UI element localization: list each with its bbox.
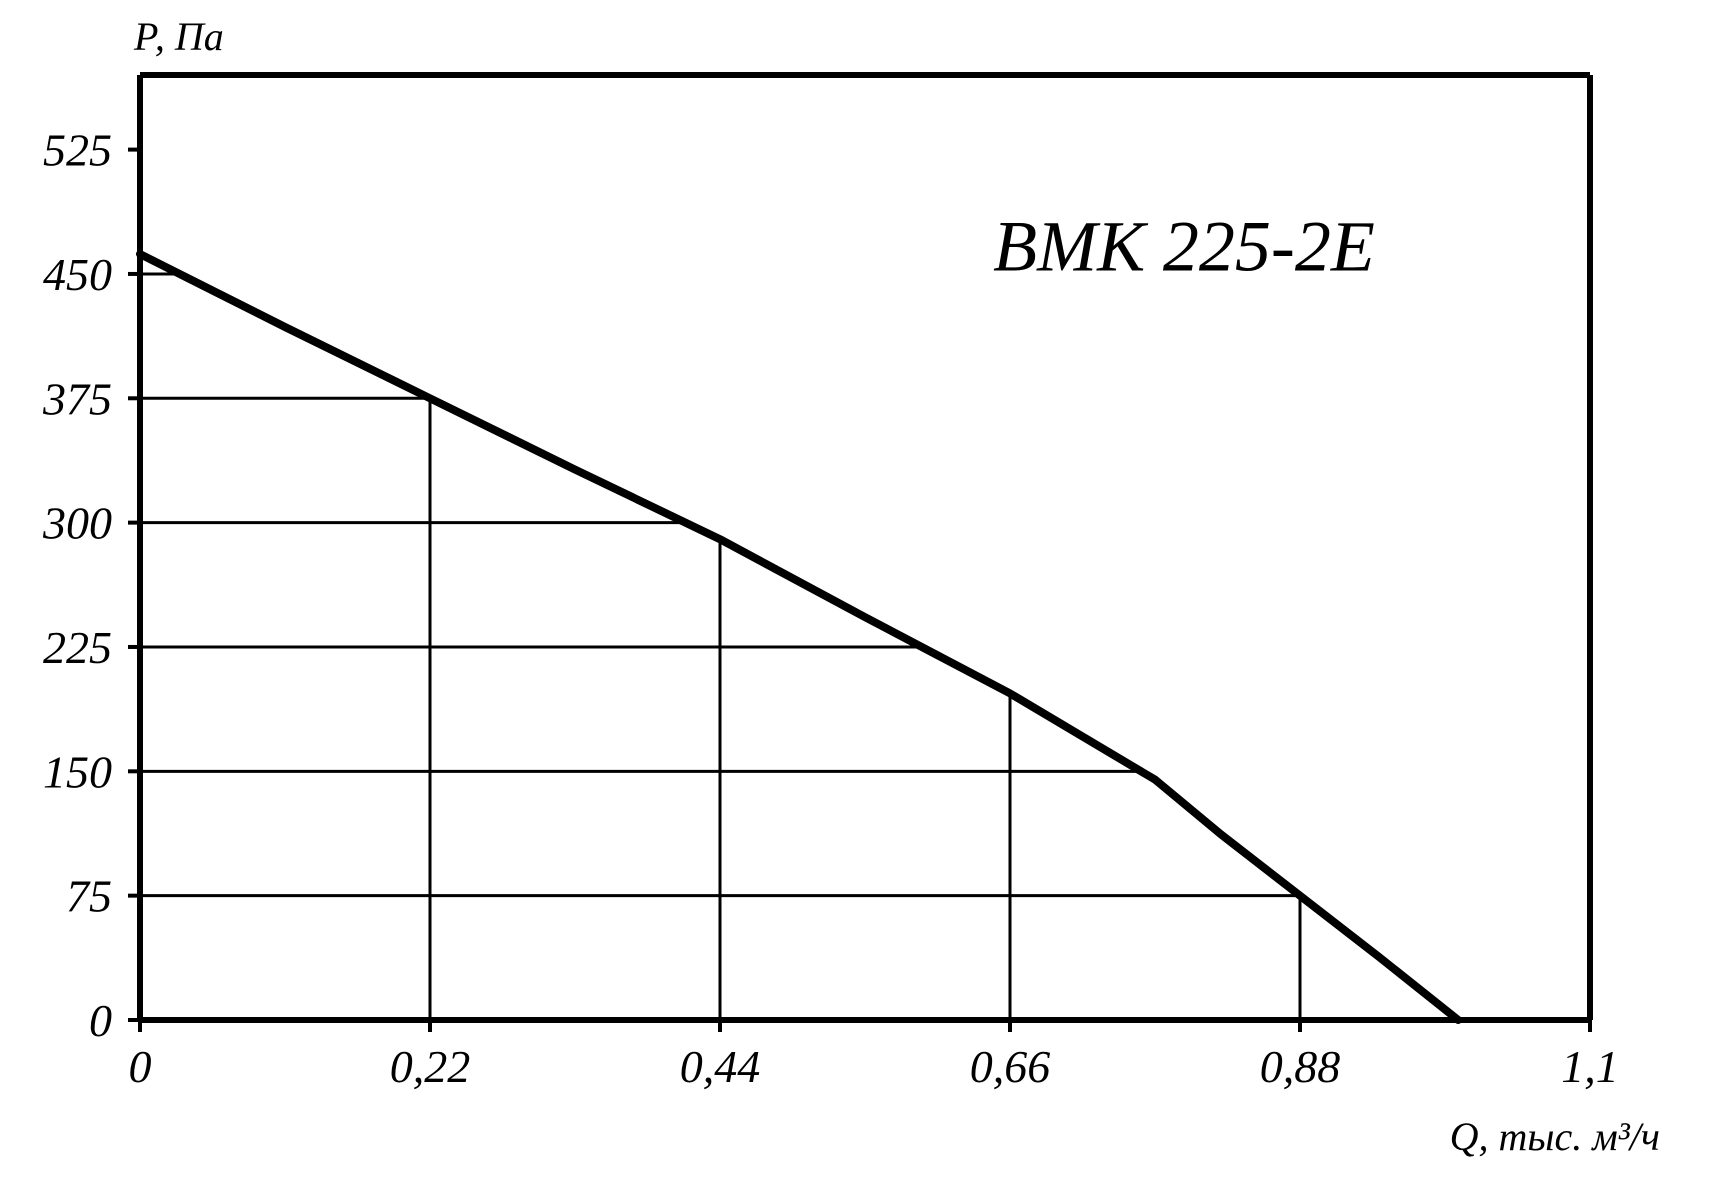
x-tick-label: 0,66: [970, 1041, 1051, 1092]
x-tick-label: 0,22: [390, 1041, 471, 1092]
fan-curve: [140, 254, 1458, 1020]
x-tick-label: 1,1: [1561, 1041, 1619, 1092]
chart-container: 0 75 150 225 300 375 450 525 0 0,22 0,44 0,66 0,88 1,…: [0, 0, 1715, 1184]
y-tick-label: 525: [43, 125, 112, 176]
x-tick-label: 0,88: [1260, 1041, 1341, 1092]
fan-curve-chart: 0 75 150 225 300 375 450 525 0 0,22 0,44 0,66 0,88 1,…: [0, 0, 1715, 1184]
y-tick-label: 150: [43, 746, 112, 797]
y-axis-label: Р, Па: [133, 14, 224, 59]
chart-title: ВМК 225-2Е: [993, 207, 1375, 287]
x-tick-label: 0,44: [680, 1041, 761, 1092]
y-tick-label: 75: [66, 871, 112, 922]
y-tick-label: 225: [43, 622, 112, 673]
x-tick-label: 0: [129, 1041, 152, 1092]
y-tick-label: 450: [43, 249, 112, 300]
x-axis-label: Q, тыс. м³/ч: [1450, 1114, 1660, 1159]
y-tick-label: 300: [42, 498, 112, 549]
y-tick-label: 0: [89, 995, 112, 1046]
y-tick-label: 375: [42, 373, 112, 424]
